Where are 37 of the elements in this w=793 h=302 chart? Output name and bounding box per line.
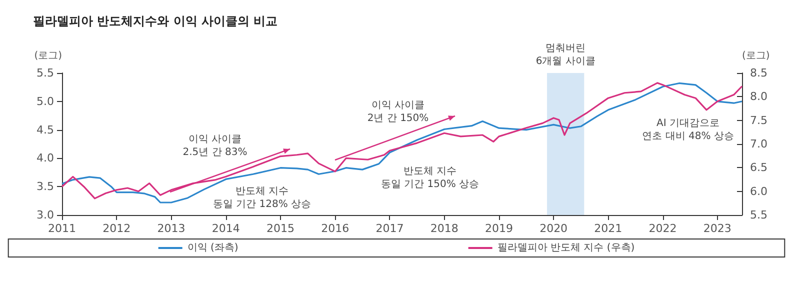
x-tick-label: 2021	[594, 222, 622, 235]
annotation: 이익 사이클 2.5년 간 83%	[182, 134, 248, 158]
x-tick-label: 2014	[212, 222, 240, 235]
y2-tick-label: 8.5	[750, 66, 768, 80]
y2-tick-label: 5.5	[750, 208, 768, 222]
y-tick-label: 5.0	[36, 94, 54, 108]
x-tick-label: 2015	[266, 222, 294, 235]
x-tick-label: 2017	[376, 222, 404, 235]
x-tick-label: 2013	[157, 222, 186, 235]
x-tick-label: 2011	[48, 222, 76, 235]
x-tick-label: 2020	[540, 222, 568, 235]
chart-title: 필라델피아 반도체지수와 이익 사이클의 비교	[33, 14, 278, 28]
annotation: 반도체 지수 동일 기간 128% 상승	[212, 186, 312, 210]
y2-tick-label: 6.0	[750, 184, 768, 198]
y-tick-label: 3.0	[36, 208, 54, 222]
annotation: AI 기대감으로 연초 대비 48% 상승	[642, 118, 734, 142]
y-tick-label: 4.0	[36, 152, 54, 165]
y2-tick-label: 7.5	[750, 114, 768, 127]
band-label: 멈춰버린 6개월 사이클	[536, 43, 596, 67]
legend-label: 필라델피아 반도체 지수 (우측)	[497, 242, 635, 254]
x-tick-label: 2018	[430, 222, 458, 235]
y-tick-label: 4.5	[36, 123, 54, 136]
x-tick-label: 2022	[648, 222, 677, 235]
y2-tick-label: 8.0	[750, 90, 768, 104]
y2-tick-label: 6.5	[750, 161, 768, 174]
y-tick-label: 5.5	[36, 66, 54, 80]
x-tick-label: 2016	[321, 222, 350, 235]
legend-label: 이익 (좌측)	[187, 242, 238, 254]
y2-tick-label: 7.0	[750, 138, 768, 150]
x-tick-label: 2023	[703, 222, 732, 235]
annotation: 이익 사이클 2년 간 150%	[367, 100, 429, 124]
y2-axis-title: (로그)	[742, 50, 770, 62]
x-tick-label: 2019	[484, 222, 513, 235]
annotation: 반도체 지수 동일 기간 150% 상승	[380, 166, 480, 190]
x-tick-label: 2012	[102, 222, 131, 235]
y-axis-title: (로그)	[34, 50, 62, 62]
y-tick-label: 3.5	[36, 180, 54, 194]
